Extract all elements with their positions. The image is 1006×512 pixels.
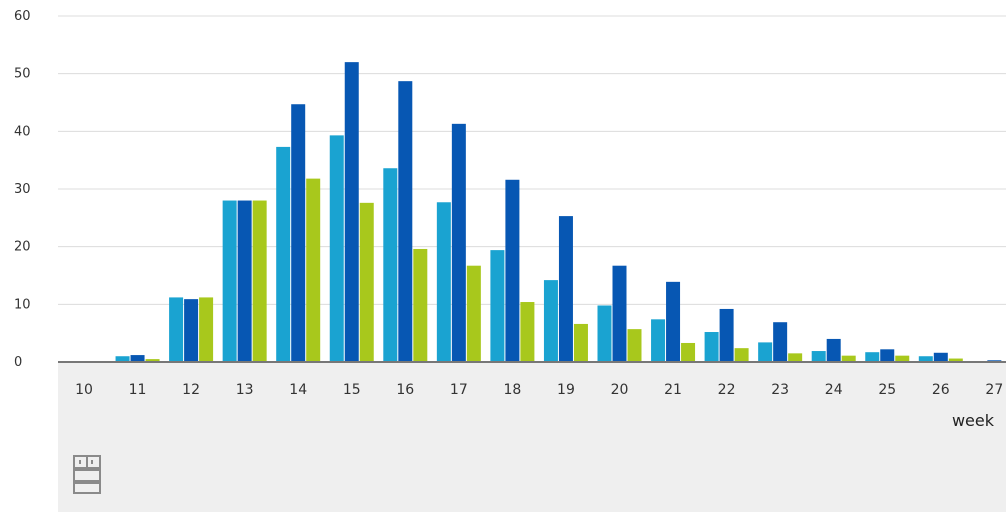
bar: [543, 280, 558, 362]
y-tick-label: 10: [14, 297, 31, 312]
x-tick-label: 25: [878, 382, 896, 398]
x-tick-label: 17: [450, 382, 468, 398]
bar: [933, 352, 948, 362]
x-tick-label: 18: [503, 382, 521, 398]
bar: [436, 202, 451, 362]
bar: [169, 297, 184, 362]
x-axis-ticks: 10 11 12 13 14 15 16 17 18 19 20 21 22 23 24 25 26 27: [75, 382, 1003, 398]
bar: [719, 308, 734, 362]
bar: [184, 299, 199, 362]
bar: [918, 356, 933, 362]
bar: [130, 355, 145, 362]
bar: [612, 265, 627, 362]
x-tick-label: 12: [182, 382, 200, 398]
x-tick-label: 19: [557, 382, 575, 398]
x-tick-label: 11: [129, 382, 147, 398]
x-axis-label: week: [952, 411, 995, 430]
x-tick-label: 24: [825, 382, 843, 398]
x-tick-label: 16: [396, 382, 414, 398]
bar: [573, 323, 588, 362]
bar: [145, 359, 160, 362]
bar: [222, 200, 237, 362]
bar: [734, 348, 749, 362]
bar: [666, 281, 681, 362]
bar: [199, 297, 214, 362]
bar: [597, 305, 612, 362]
bar: [359, 202, 374, 362]
x-tick-label: 15: [343, 382, 361, 398]
bar: [773, 322, 788, 362]
bar: [826, 338, 841, 362]
y-tick-label: 30: [14, 182, 31, 197]
x-tick-label: 10: [75, 382, 93, 398]
bar: [704, 332, 719, 362]
bar: [291, 104, 306, 362]
bar: [865, 352, 880, 362]
bar: [758, 342, 773, 362]
bar: [880, 349, 895, 362]
bar: [115, 356, 130, 362]
x-tick-label: 13: [236, 382, 254, 398]
bar: [413, 248, 428, 362]
bar: [558, 216, 573, 362]
y-axis-ticks: 0 10 20 30 40 50 60: [14, 9, 31, 370]
x-tick-label: 23: [771, 382, 789, 398]
bar: [520, 302, 535, 362]
bar: [383, 168, 398, 362]
x-tick-label: 14: [289, 382, 307, 398]
y-tick-label: 40: [14, 124, 31, 139]
bar: [344, 62, 359, 363]
bar: [681, 342, 696, 362]
y-tick-label: 20: [14, 240, 31, 255]
x-tick-label: 26: [932, 382, 950, 398]
bars: [115, 62, 1002, 363]
x-tick-label: 27: [985, 382, 1003, 398]
bar: [252, 200, 267, 362]
footer-panel: [58, 362, 1006, 512]
y-tick-label: 60: [14, 9, 31, 24]
bar: [841, 355, 856, 362]
bar: [451, 123, 466, 362]
bar: [276, 146, 291, 362]
bar: [505, 179, 520, 362]
gridlines: [58, 15, 1006, 305]
cbs-logo: [73, 455, 101, 494]
bar: [466, 265, 481, 362]
bar: [306, 178, 321, 362]
bar: [398, 81, 413, 362]
bar: [811, 351, 826, 362]
bar: [651, 319, 666, 362]
y-tick-label: 50: [14, 67, 31, 82]
x-tick-label: 21: [664, 382, 682, 398]
bar: [329, 135, 344, 362]
y-tick-label: 0: [14, 355, 22, 370]
bar: [627, 329, 642, 362]
bar: [895, 355, 910, 362]
bar: [490, 250, 505, 362]
bar: [948, 358, 963, 362]
bar: [237, 200, 252, 362]
bar: [788, 353, 803, 362]
x-tick-label: 22: [718, 382, 736, 398]
x-tick-label: 20: [611, 382, 629, 398]
